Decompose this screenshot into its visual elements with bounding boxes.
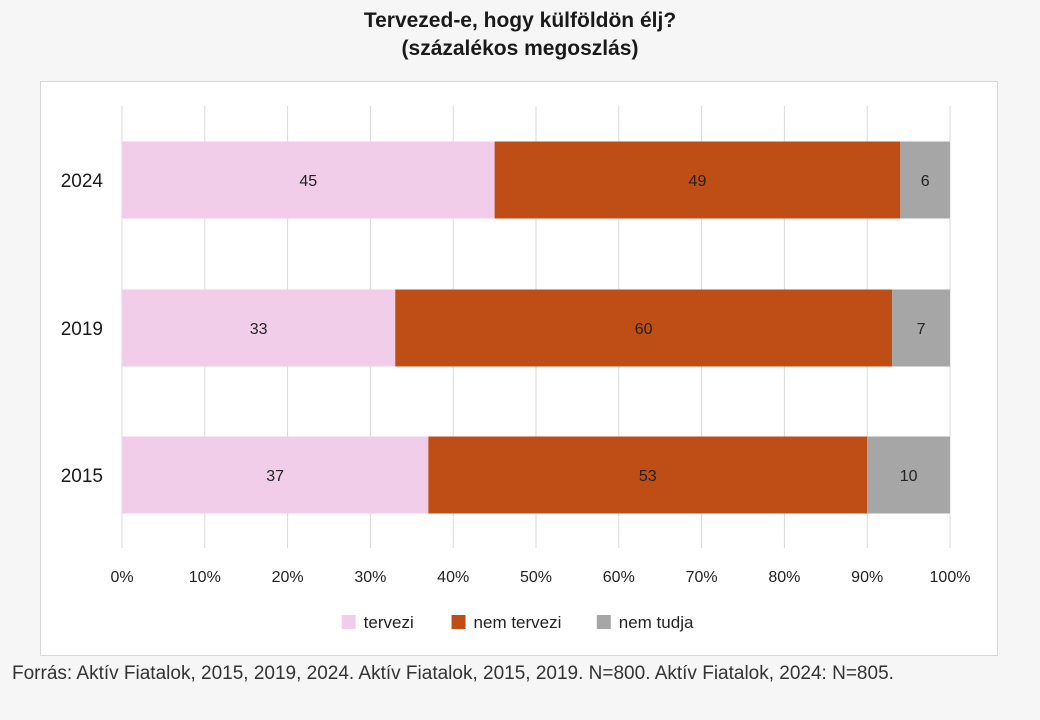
data-label: 6 xyxy=(921,173,930,190)
bar-segment xyxy=(122,289,396,367)
bar-segment xyxy=(867,436,950,514)
x-tick-label: 40% xyxy=(437,569,469,586)
legend-swatch xyxy=(451,615,466,629)
data-label: 49 xyxy=(689,173,707,190)
x-tick-label: 10% xyxy=(189,569,221,586)
legend-label: nem tudja xyxy=(619,613,694,632)
x-tick-label: 60% xyxy=(603,569,635,586)
bar-segment xyxy=(892,289,950,367)
x-tick-label: 100% xyxy=(930,569,971,586)
category-label: 2019 xyxy=(61,319,103,340)
legend-label: nem tervezi xyxy=(474,613,562,632)
x-tick-label: 70% xyxy=(686,569,718,586)
data-label: 60 xyxy=(635,321,653,338)
chart-title: Tervezed-e, hogy külföldön élj? xyxy=(363,9,677,32)
legend-swatch xyxy=(341,615,356,629)
x-tick-label: 20% xyxy=(272,569,304,586)
category-label: 2024 xyxy=(61,171,104,192)
data-label: 7 xyxy=(917,321,926,338)
bar-segment xyxy=(122,141,495,219)
x-tick-label: 30% xyxy=(354,569,386,586)
legend-swatch xyxy=(596,615,611,629)
data-label: 45 xyxy=(299,173,317,190)
bar-segment xyxy=(900,141,950,219)
data-label: 53 xyxy=(639,468,657,485)
data-label: 33 xyxy=(250,321,268,338)
bar-segment xyxy=(428,436,868,514)
category-label: 2015 xyxy=(61,466,103,487)
x-tick-label: 80% xyxy=(768,569,800,586)
legend-label: tervezi xyxy=(364,613,414,632)
x-tick-label: 50% xyxy=(520,569,552,586)
bar-segment xyxy=(122,436,429,514)
data-label: 10 xyxy=(900,468,918,485)
chart-subtitle: (százalékos megoszlás) xyxy=(401,37,639,60)
bar-segment xyxy=(494,141,901,219)
bar-segment xyxy=(395,289,893,367)
x-tick-label: 90% xyxy=(851,569,883,586)
source-note: Forrás: Aktív Fiatalok, 2015, 2019, 2024… xyxy=(12,663,894,684)
x-tick-label: 0% xyxy=(110,569,133,586)
data-label: 37 xyxy=(266,468,284,485)
